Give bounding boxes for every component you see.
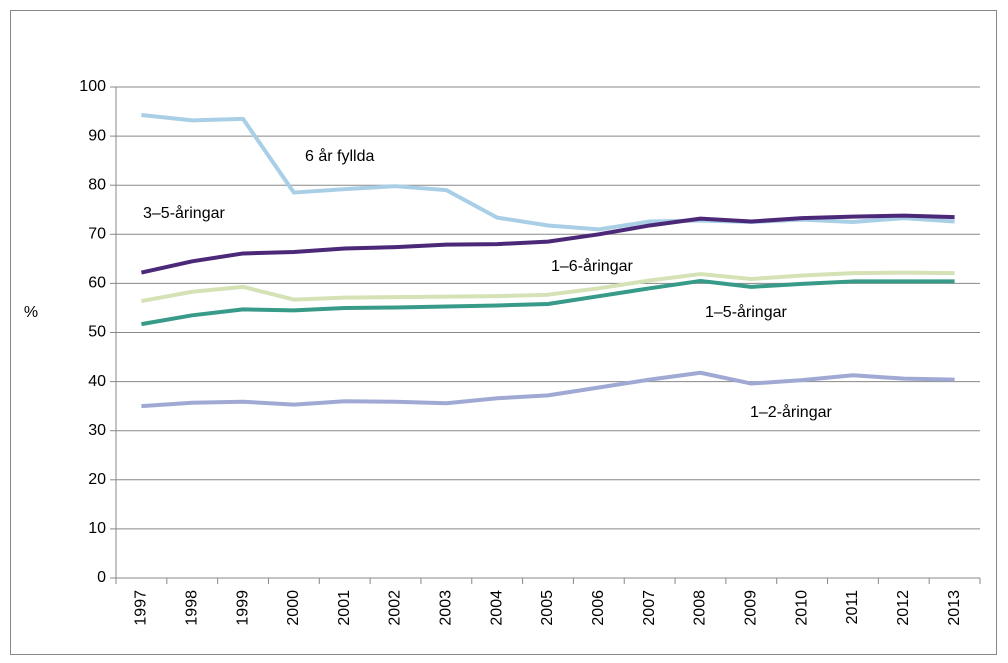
series-label: 1–2-åringar (750, 403, 833, 421)
x-tick-label: 2010 (793, 590, 810, 626)
x-tick-label: 2013 (946, 590, 963, 626)
x-tick-label: 2001 (336, 590, 353, 626)
x-tick-label: 2005 (539, 590, 556, 626)
series-line (141, 112, 955, 232)
x-tick-label: 2004 (488, 590, 505, 626)
y-tick-label: 10 (88, 520, 106, 537)
y-tick-label: 30 (88, 422, 106, 439)
series-label: 6 år fyllda (305, 147, 374, 165)
y-tick-label: 60 (88, 275, 106, 292)
y-tick-label: 40 (88, 373, 106, 390)
x-tick-label: 2008 (692, 590, 709, 626)
x-tick-label: 1999 (234, 590, 251, 626)
y-tick-label: 80 (88, 176, 106, 193)
x-tick-label: 2012 (895, 590, 912, 626)
y-axis-label: % (24, 304, 38, 321)
series-line (141, 270, 955, 304)
y-tick-label: 50 (88, 324, 106, 341)
x-tick-label: 1997 (133, 590, 150, 626)
series-line (141, 278, 955, 327)
series-label: 3–5-åringar (143, 204, 226, 222)
x-tick-label: 2003 (438, 590, 455, 626)
x-tick-label: 2000 (285, 590, 302, 626)
y-tick-label: 0 (97, 569, 106, 586)
x-tick-label: 2011 (844, 590, 861, 625)
y-tick-label: 70 (88, 226, 106, 243)
series-label: 1–6-åringar (551, 257, 634, 275)
x-tick-label: 2009 (743, 590, 760, 626)
series-label: 1–5-åringar (705, 303, 788, 321)
y-tick-label: 20 (88, 471, 106, 488)
x-tick-label: 2006 (590, 590, 607, 626)
y-tick-label: 100 (79, 78, 106, 95)
x-tick-label: 2007 (641, 590, 658, 626)
x-tick-label: 2002 (387, 590, 404, 626)
series-line (141, 370, 955, 409)
y-tick-label: 90 (88, 127, 106, 144)
series-line (140, 213, 955, 275)
x-tick-label: 1998 (183, 590, 200, 626)
